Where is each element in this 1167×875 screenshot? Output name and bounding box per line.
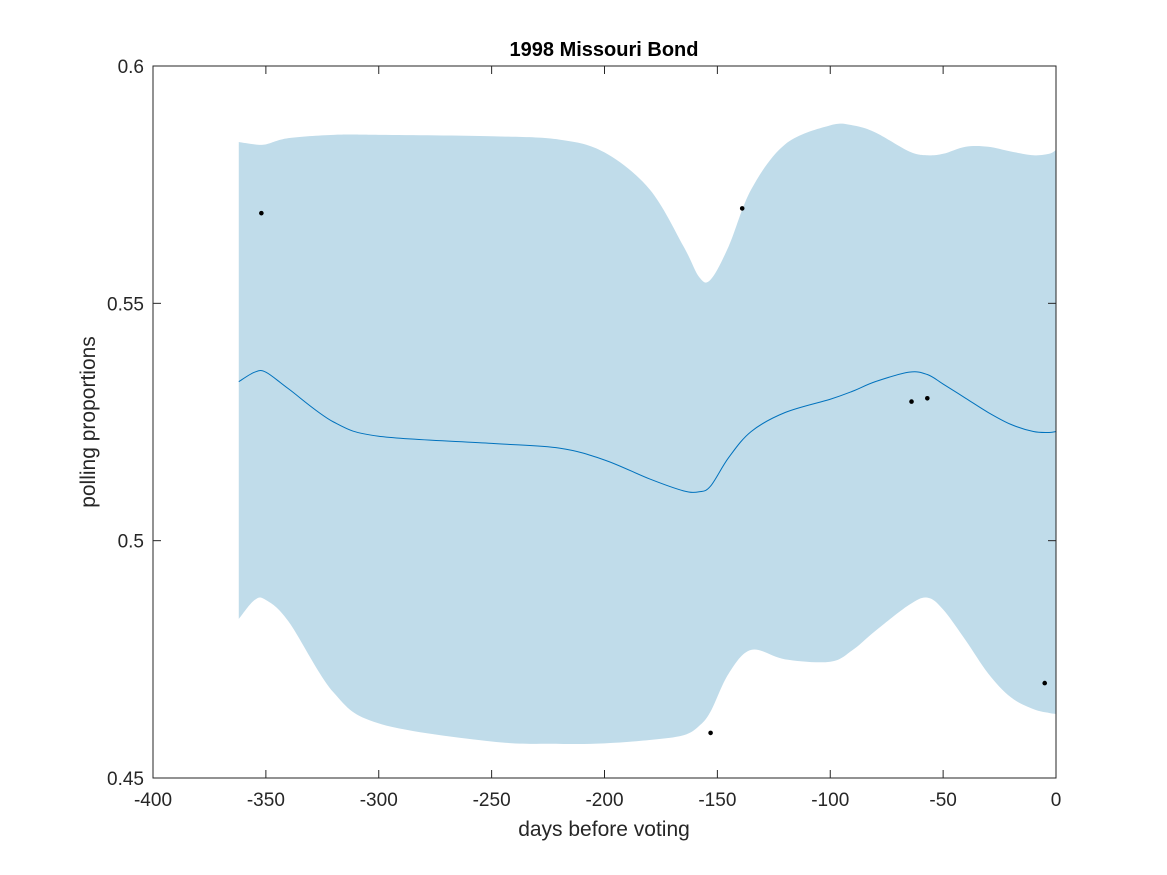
mean-line-layer (238, 370, 1057, 493)
chart-title: 1998 Missouri Bond (510, 39, 699, 61)
x-tick-label: -100 (811, 790, 849, 811)
y-tick-label: 0.5 (118, 532, 144, 553)
data-points-layer (259, 206, 1048, 736)
y-tick-label: 0.45 (107, 769, 144, 790)
x-tick-label: -300 (360, 790, 398, 811)
data-point (739, 206, 745, 211)
y-tick-label: 0.55 (107, 294, 144, 315)
x-tick-label: -400 (134, 790, 172, 811)
x-axis-label: days before voting (518, 818, 690, 841)
y-axis-ticks: 0.45 0.5 0.55 0.6 (107, 57, 1056, 790)
confidence-band-layer (238, 123, 1056, 744)
data-point (1042, 680, 1048, 686)
x-tick-label: -200 (585, 790, 623, 811)
mean-line (238, 370, 1057, 493)
x-axis-ticks: -400 -350 -300 -250 -200 -150 -100 -50 0 (134, 66, 1061, 811)
x-tick-label: -250 (473, 790, 511, 811)
x-tick-label: -50 (929, 790, 956, 811)
x-tick-label: -350 (247, 790, 285, 811)
y-axis-label: polling proportions (77, 336, 100, 508)
data-point (708, 730, 713, 736)
data-point (909, 399, 914, 404)
y-tick-label: 0.6 (118, 57, 144, 78)
x-tick-label: -150 (698, 790, 736, 811)
data-point (259, 210, 264, 216)
x-tick-label: 0 (1051, 790, 1062, 811)
data-point (925, 395, 930, 401)
confidence-band (238, 123, 1056, 744)
